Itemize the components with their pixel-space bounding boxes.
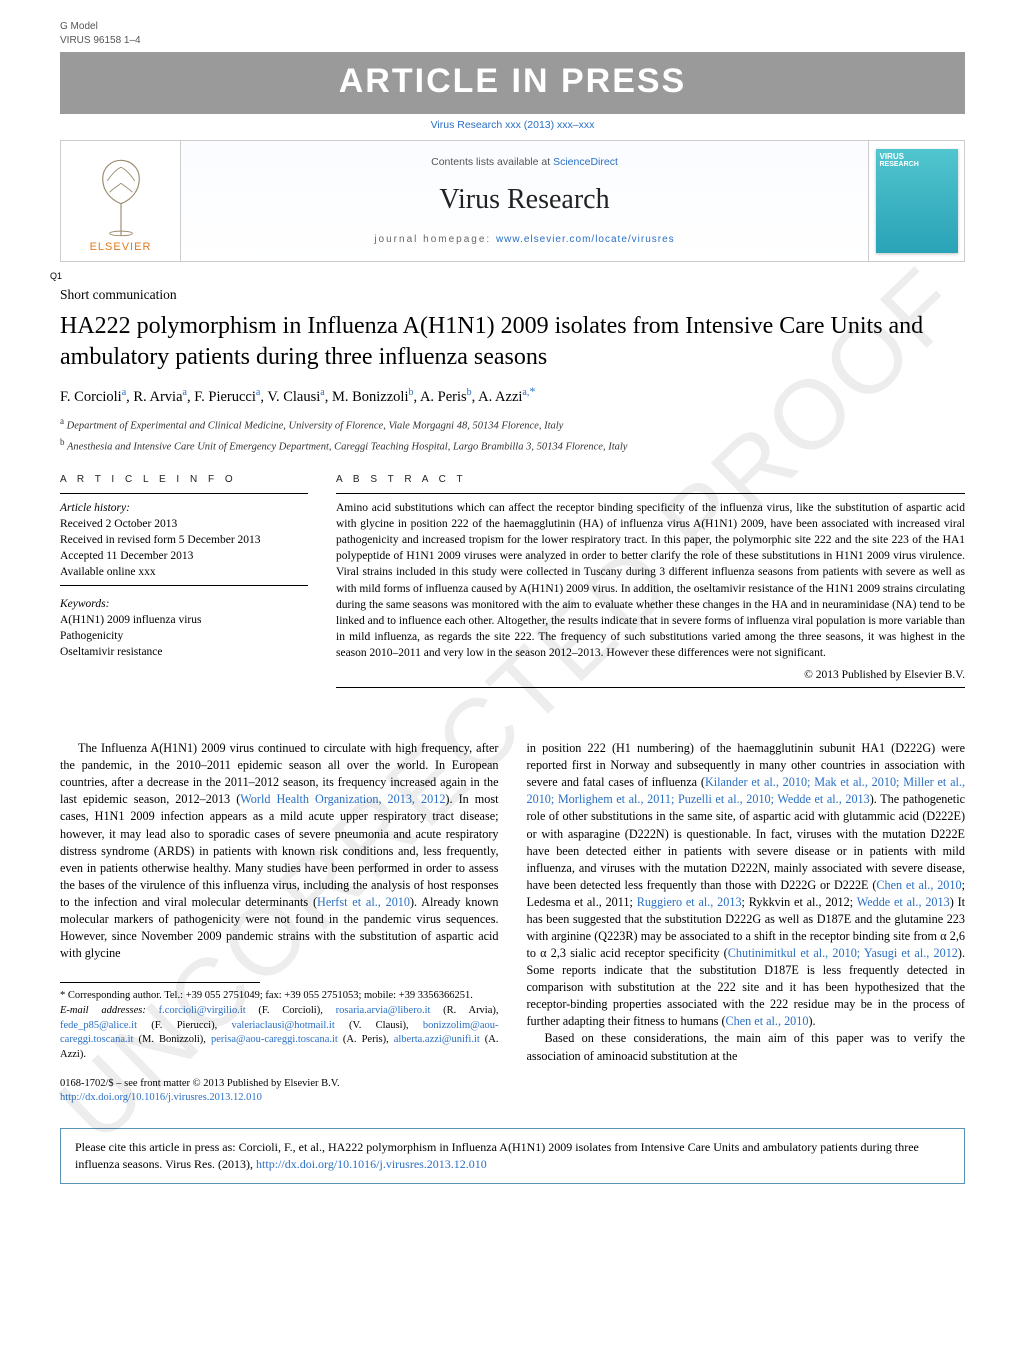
article-info-column: A R T I C L E I N F O Article history: R…	[60, 473, 308, 694]
divider	[336, 687, 965, 688]
journal-reference: Virus Research xxx (2013) xxx–xxx	[60, 118, 965, 133]
article-info-heading: A R T I C L E I N F O	[60, 473, 308, 487]
footnote-divider	[60, 982, 260, 983]
doi-link[interactable]: http://dx.doi.org/10.1016/j.virusres.201…	[60, 1092, 262, 1103]
contents-line: Contents lists available at ScienceDirec…	[431, 155, 618, 170]
abstract-text: Amino acid substitutions which can affec…	[336, 500, 965, 661]
doc-id: VIRUS 96158 1–4	[60, 34, 141, 48]
copyright-line: © 2013 Published by Elsevier B.V.	[336, 667, 965, 683]
elsevier-logo: ELSEVIER	[71, 147, 171, 255]
divider	[60, 493, 308, 494]
homepage-line: journal homepage: www.elsevier.com/locat…	[374, 233, 674, 247]
homepage-label: journal homepage:	[374, 234, 496, 245]
keywords-label: Keywords:	[60, 596, 308, 612]
affiliation-a-text: Department of Experimental and Clinical …	[67, 420, 564, 431]
body-para-3: Based on these considerations, the main …	[527, 1030, 966, 1064]
front-matter: 0168-1702/$ – see front matter © 2013 Pu…	[60, 1077, 499, 1106]
history-online: Available online xxx	[60, 564, 308, 580]
body-column-left: The Influenza A(H1N1) 2009 virus continu…	[60, 740, 499, 1106]
body-para-1: The Influenza A(H1N1) 2009 virus continu…	[60, 740, 499, 962]
body-column-right: in position 222 (H1 numbering) of the ha…	[527, 740, 966, 1106]
divider	[336, 493, 965, 494]
article-in-press-bar: ARTICLE IN PRESS	[60, 52, 965, 114]
keywords-block: Keywords: A(H1N1) 2009 influenza virus P…	[60, 596, 308, 660]
history-accepted: Accepted 11 December 2013	[60, 548, 308, 564]
elsevier-label: ELSEVIER	[90, 240, 152, 255]
g-model-label: G Model	[60, 20, 141, 34]
author-list: F. Corciolia, R. Arviaa, F. Pieruccia, V…	[60, 383, 965, 407]
cover-title-sub: RESEARCH	[880, 161, 919, 168]
journal-name: Virus Research	[439, 180, 609, 219]
journal-box: ELSEVIER Contents lists available at Sci…	[60, 140, 965, 262]
elsevier-logo-cell: ELSEVIER	[61, 141, 181, 261]
cover-title: VIRUS RESEARCH	[880, 153, 919, 168]
query-marker-q1: Q1	[50, 270, 62, 283]
front-matter-line: 0168-1702/$ – see front matter © 2013 Pu…	[60, 1077, 499, 1092]
cite-box: Please cite this article in press as: Co…	[60, 1128, 965, 1184]
article-history: Article history: Received 2 October 2013…	[60, 500, 308, 580]
header-left: G Model VIRUS 96158 1–4	[60, 20, 141, 48]
article-title: HA222 polymorphism in Influenza A(H1N1) …	[60, 311, 965, 372]
history-received: Received 2 October 2013	[60, 516, 308, 532]
history-revised: Received in revised form 5 December 2013	[60, 532, 308, 548]
corresponding-author-footnote: * Corresponding author. Tel.: +39 055 27…	[60, 989, 499, 1062]
keyword-item: Pathogenicity	[60, 628, 308, 644]
cover-title-main: VIRUS	[880, 153, 919, 161]
affiliation-a: a Department of Experimental and Clinica…	[60, 415, 965, 434]
journal-cover: VIRUS RESEARCH	[876, 149, 958, 253]
corresponding-author: * Corresponding author. Tel.: +39 055 27…	[60, 989, 499, 1004]
divider	[60, 585, 308, 586]
body-columns: The Influenza A(H1N1) 2009 virus continu…	[60, 740, 965, 1106]
keyword-item: Oseltamivir resistance	[60, 644, 308, 660]
email-addresses: E-mail addresses: f.corcioli@virgilio.it…	[60, 1004, 499, 1063]
contents-pre: Contents lists available at	[431, 156, 553, 168]
header-row: G Model VIRUS 96158 1–4	[60, 20, 965, 48]
page: UNCORRECTED PROOF G Model VIRUS 96158 1–…	[0, 0, 1020, 1214]
homepage-url[interactable]: www.elsevier.com/locate/virusres	[496, 234, 675, 245]
body-para-2: in position 222 (H1 numbering) of the ha…	[527, 740, 966, 1030]
journal-box-middle: Contents lists available at ScienceDirec…	[181, 141, 868, 261]
sciencedirect-link[interactable]: ScienceDirect	[553, 156, 618, 168]
cite-box-doi[interactable]: http://dx.doi.org/10.1016/j.virusres.201…	[256, 1157, 487, 1171]
history-label: Article history:	[60, 500, 308, 516]
article-type: Short communication	[60, 286, 965, 305]
affiliation-b: b Anesthesia and Intensive Care Unit of …	[60, 436, 965, 455]
abstract-heading: A B S T R A C T	[336, 473, 965, 487]
keyword-item: A(H1N1) 2009 influenza virus	[60, 612, 308, 628]
elsevier-tree-icon	[85, 158, 157, 238]
journal-cover-cell: VIRUS RESEARCH	[868, 141, 964, 261]
abstract-column: A B S T R A C T Amino acid substitutions…	[336, 473, 965, 694]
info-abstract-row: A R T I C L E I N F O Article history: R…	[60, 473, 965, 694]
cite-box-text: Please cite this article in press as: Co…	[75, 1140, 919, 1171]
affiliation-b-text: Anesthesia and Intensive Care Unit of Em…	[67, 441, 628, 452]
